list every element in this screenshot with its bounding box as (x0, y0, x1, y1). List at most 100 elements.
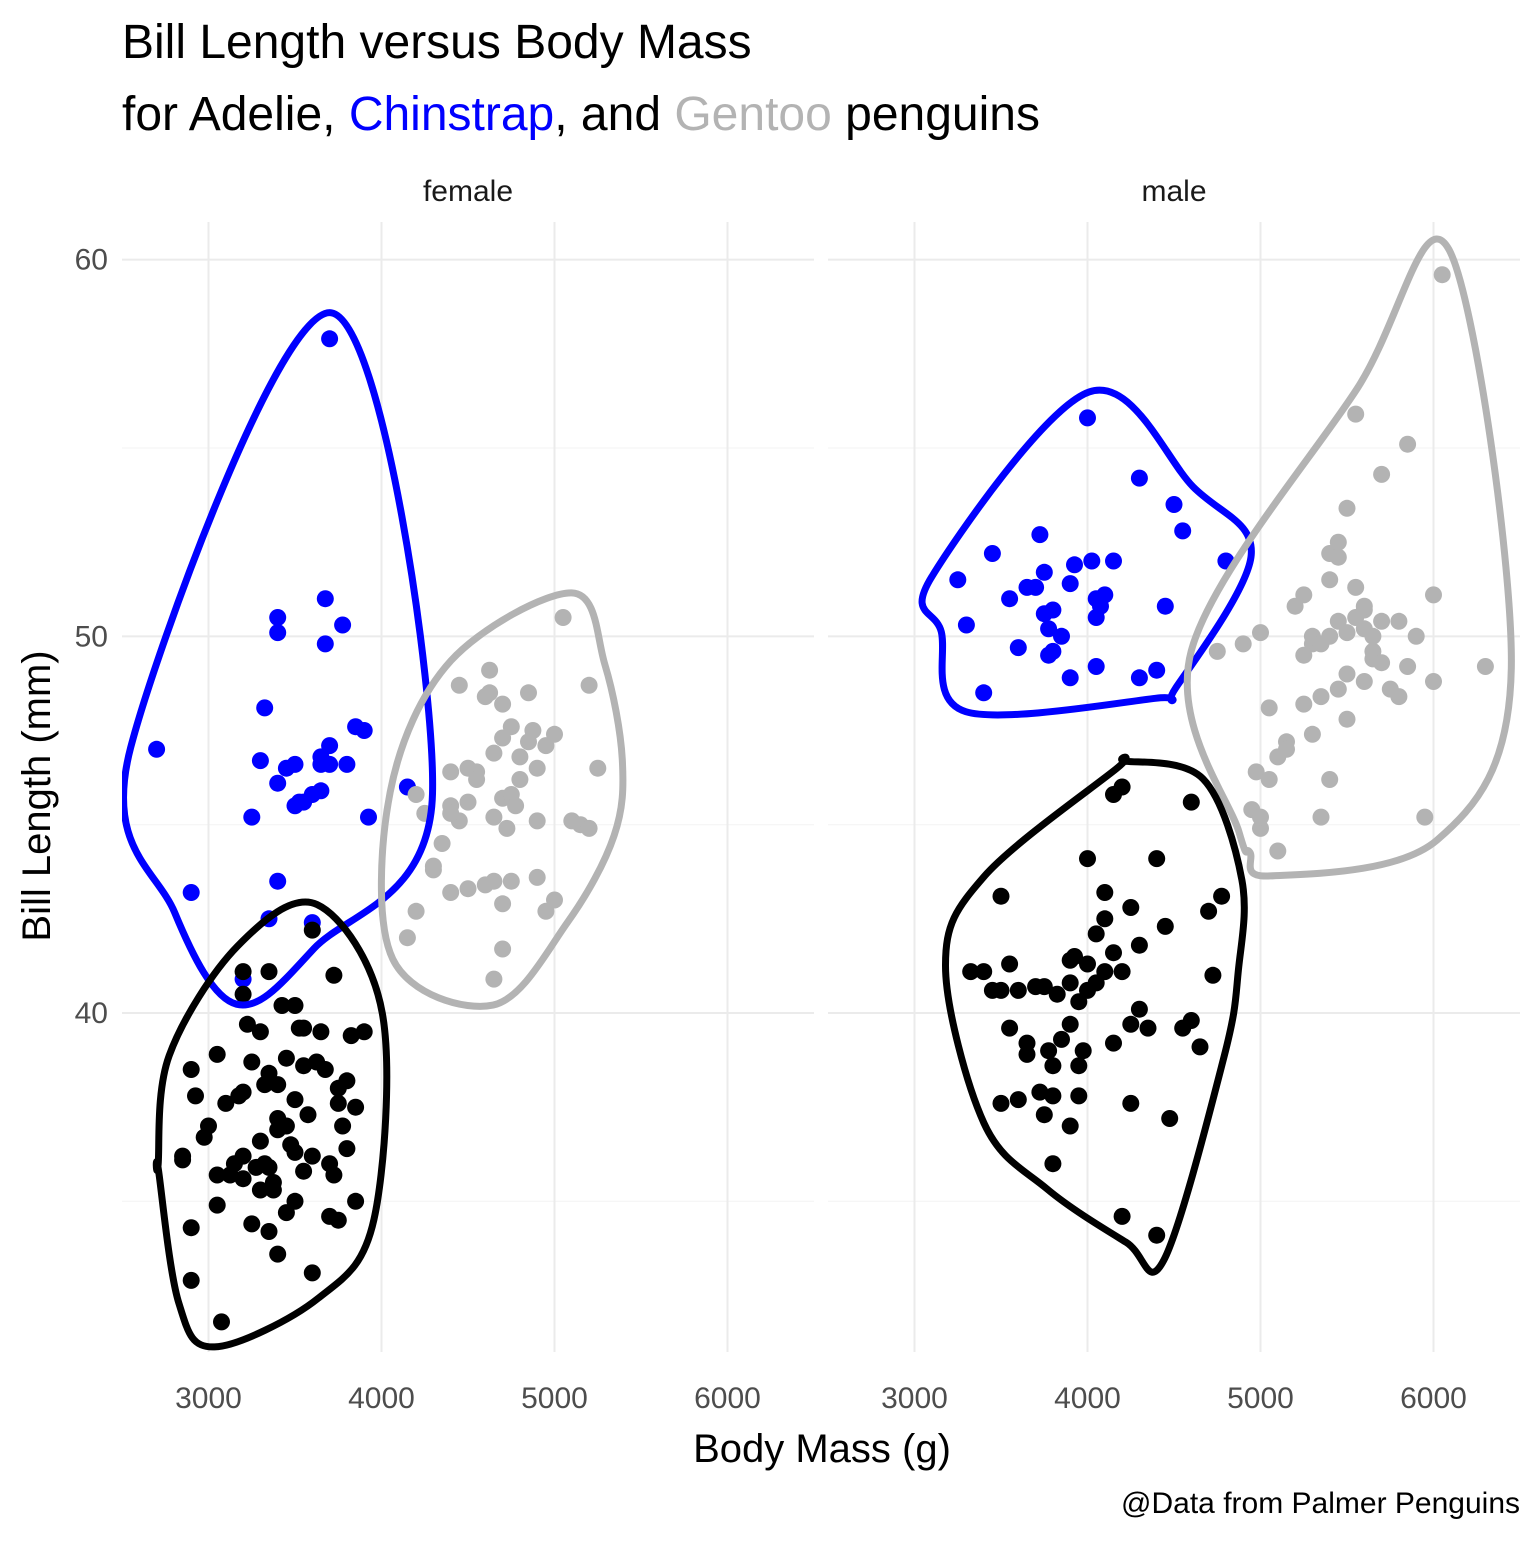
point-adelie (238, 1015, 256, 1033)
point-gentoo (407, 786, 425, 803)
facet-panel-female: female 3000 4000 5000 6000 (122, 175, 814, 1415)
facet-label-male: male (1141, 175, 1206, 208)
point-gentoo (1416, 808, 1434, 826)
point-gentoo (1312, 688, 1330, 706)
point-gentoo (1252, 808, 1269, 826)
point-gentoo (1303, 725, 1321, 743)
point-chinstrap (1148, 661, 1166, 679)
point-adelie (243, 1215, 261, 1233)
point-adelie (1096, 884, 1114, 901)
point-adelie (1044, 1057, 1062, 1075)
point-adelie (1079, 955, 1096, 973)
point-adelie (295, 1019, 313, 1037)
point-chinstrap (1044, 642, 1062, 660)
point-gentoo (502, 872, 520, 890)
point-chinstrap (957, 616, 975, 634)
title-part-2: , and (554, 88, 674, 141)
point-chinstrap (316, 635, 334, 653)
point-gentoo (1295, 646, 1313, 664)
point-adelie (1009, 981, 1027, 999)
point-adelie (1035, 978, 1053, 996)
point-adelie (217, 1094, 235, 1112)
point-adelie (1213, 887, 1231, 905)
hull-chinstrap (918, 386, 1255, 719)
point-adelie (1122, 899, 1140, 916)
point-gentoo (1390, 688, 1408, 706)
point-chinstrap (1027, 578, 1045, 596)
point-chinstrap (312, 782, 330, 800)
point-gentoo (442, 804, 460, 822)
point-gentoo (407, 902, 425, 920)
point-adelie (347, 1098, 365, 1116)
point-adelie (1105, 944, 1122, 962)
point-adelie (1061, 1117, 1079, 1135)
point-chinstrap (1044, 601, 1062, 619)
point-gentoo (498, 819, 516, 837)
point-adelie (1087, 925, 1105, 943)
point-gentoo (1329, 680, 1347, 698)
point-chinstrap (1130, 469, 1148, 487)
point-gentoo (459, 880, 477, 898)
point-gentoo (1399, 658, 1417, 675)
point-gentoo (1321, 771, 1339, 788)
point-chinstrap (321, 755, 339, 773)
title-part-3: Gentoo (674, 88, 831, 141)
point-adelie (1122, 1015, 1140, 1033)
point-chinstrap (321, 737, 339, 755)
point-adelie (286, 997, 304, 1014)
point-chinstrap (1105, 552, 1122, 570)
point-adelie (1182, 793, 1200, 811)
point-adelie (286, 1091, 304, 1109)
point-adelie (1122, 1094, 1140, 1112)
chart-caption: @Data from Palmer Penguins (1121, 1487, 1520, 1520)
point-gentoo (450, 676, 468, 694)
point-adelie (1018, 1045, 1036, 1063)
point-adelie (1066, 948, 1083, 965)
hull-chinstrap (122, 309, 437, 1009)
point-adelie (1040, 1042, 1058, 1060)
point-chinstrap (256, 699, 274, 717)
point-chinstrap (360, 808, 377, 826)
point-adelie (1053, 1030, 1070, 1048)
point-adelie (208, 1045, 226, 1063)
point-adelie (1113, 778, 1131, 796)
point-adelie (1074, 1042, 1092, 1060)
point-adelie (329, 1094, 347, 1112)
point-gentoo (1260, 771, 1278, 788)
hull-adelie (152, 898, 391, 1351)
point-adelie (234, 1147, 252, 1165)
point-adelie (251, 1181, 269, 1199)
point-gentoo (459, 793, 477, 811)
point-adelie (277, 1117, 295, 1135)
point-gentoo (1312, 808, 1330, 826)
point-adelie (1044, 1087, 1062, 1105)
point-gentoo (511, 771, 529, 788)
point-adelie (295, 1162, 313, 1180)
point-adelie (1105, 1034, 1122, 1052)
point-gentoo (424, 857, 442, 875)
point-adelie (1001, 1019, 1019, 1037)
point-gentoo (528, 812, 546, 830)
point-gentoo (1269, 748, 1287, 766)
point-chinstrap (1083, 552, 1101, 570)
x-tick-label: 6000 (1400, 1382, 1467, 1415)
point-adelie (277, 1049, 295, 1067)
point-chinstrap (316, 590, 334, 608)
point-gentoo (494, 895, 512, 913)
point-chinstrap (1165, 496, 1183, 513)
point-chinstrap (1040, 620, 1058, 638)
point-gentoo (1329, 548, 1347, 566)
x-axis-title: Body Mass (g) (693, 1427, 951, 1471)
point-gentoo (1425, 586, 1442, 604)
point-gentoo (1399, 435, 1417, 453)
point-adelie (1191, 1038, 1209, 1056)
point-gentoo (1373, 465, 1391, 483)
point-gentoo (528, 759, 546, 777)
point-adelie (286, 1143, 304, 1161)
y-tick-label: 60 (75, 244, 108, 277)
chart-title-line-2: for Adelie, Chinstrap, and Gentoo pengui… (122, 88, 1040, 141)
point-adelie (303, 1264, 321, 1282)
point-adelie (992, 887, 1010, 905)
point-gentoo (442, 884, 460, 901)
